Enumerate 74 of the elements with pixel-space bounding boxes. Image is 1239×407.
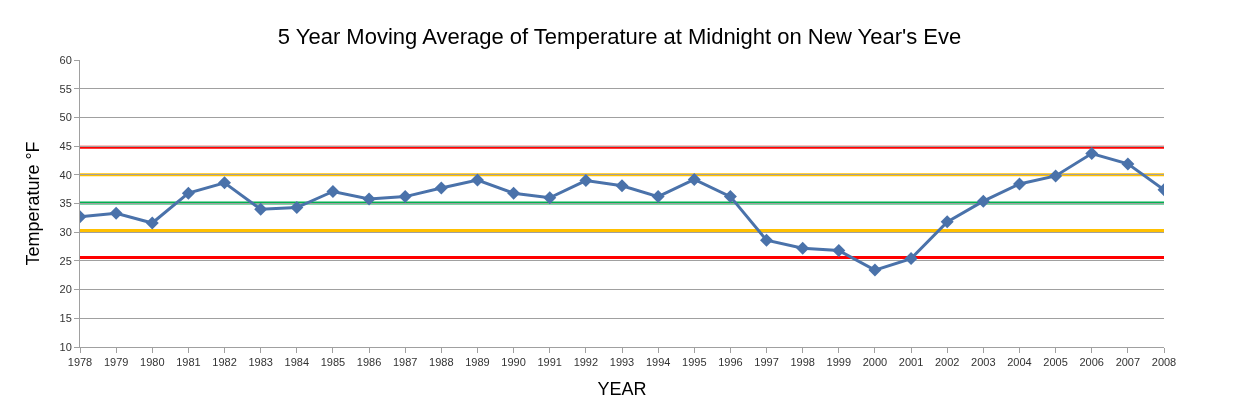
y-tick-label: 50 xyxy=(59,111,72,124)
point xyxy=(760,233,774,247)
y-tick-label: 15 xyxy=(59,312,72,325)
point xyxy=(145,216,159,230)
point xyxy=(434,181,448,195)
y-tick-label: 60 xyxy=(59,53,72,66)
x-tick-label: 1982 xyxy=(212,356,237,369)
point xyxy=(796,241,810,255)
x-tick-label: 1985 xyxy=(320,356,346,369)
x-tick-label: 1983 xyxy=(248,356,273,369)
point xyxy=(326,184,340,198)
point xyxy=(976,194,990,208)
x-tick-label: 1998 xyxy=(790,356,815,369)
x-tick-label: 2000 xyxy=(862,356,888,369)
x-tick-label: 2005 xyxy=(1043,356,1068,369)
chart-title: 5 Year Moving Average of Temperature at Midnight on New Year's Eve xyxy=(277,23,962,49)
x-tick-label: 2003 xyxy=(971,356,996,369)
point xyxy=(1049,169,1063,183)
point xyxy=(615,179,629,193)
x-tick-label: 1994 xyxy=(645,356,671,369)
x-tick-label: 2004 xyxy=(1007,356,1032,369)
x-axis-title: YEAR xyxy=(597,379,647,400)
x-tick-label: 2001 xyxy=(898,356,924,369)
x-tick-label: 1988 xyxy=(429,356,454,369)
y-tick-label: 55 xyxy=(59,82,72,95)
point xyxy=(109,206,123,220)
x-tick-label: 1984 xyxy=(284,356,310,369)
x-tick-label: 1980 xyxy=(140,356,165,369)
point xyxy=(687,172,701,186)
point xyxy=(579,174,593,188)
point xyxy=(398,190,412,204)
x-tick-label: 2008 xyxy=(1151,356,1177,369)
x-tick-label: 1979 xyxy=(103,356,129,369)
x-tick-label: 1997 xyxy=(754,356,779,369)
y-tick-label: 35 xyxy=(59,197,72,210)
y-tick-label: 45 xyxy=(59,139,72,152)
x-tick-label: 1987 xyxy=(392,356,418,369)
point xyxy=(940,215,954,229)
x-tick-label: 1978 xyxy=(67,356,93,369)
point xyxy=(254,202,268,216)
y-axis-title: Temperature °F xyxy=(22,141,43,266)
x-tick-label: 1990 xyxy=(501,356,526,369)
y-tick-label: 30 xyxy=(59,226,72,239)
x-tick-label: 1981 xyxy=(176,356,201,369)
x-tick-label: 1992 xyxy=(573,356,599,369)
x-tick-label: 1996 xyxy=(718,356,743,369)
point xyxy=(651,190,665,204)
point xyxy=(218,176,232,190)
point xyxy=(868,263,882,277)
point xyxy=(1085,147,1099,161)
point xyxy=(1012,177,1026,191)
x-tick-label: 1986 xyxy=(356,356,382,369)
point xyxy=(904,252,918,266)
point xyxy=(507,186,521,200)
point xyxy=(832,244,846,258)
x-tick-label: 2007 xyxy=(1115,356,1141,369)
point xyxy=(181,186,195,200)
point xyxy=(723,190,737,204)
x-tick-label: 1995 xyxy=(682,356,707,369)
x-tick-label: 2006 xyxy=(1079,356,1104,369)
x-tick-label: 1989 xyxy=(465,356,490,369)
point xyxy=(1121,157,1135,171)
y-tick-label: 25 xyxy=(59,254,72,267)
x-tick-label: 1993 xyxy=(609,356,635,369)
x-tick-label: 1991 xyxy=(537,356,562,369)
point xyxy=(470,173,484,187)
point xyxy=(543,191,557,205)
x-tick-label: 1999 xyxy=(826,356,852,369)
y-tick-label: 40 xyxy=(59,168,72,181)
point xyxy=(362,192,376,206)
x-tick-label: 2002 xyxy=(934,356,960,369)
point xyxy=(290,201,304,215)
y-tick-label: 10 xyxy=(59,340,72,353)
y-tick-label: 20 xyxy=(59,283,72,296)
